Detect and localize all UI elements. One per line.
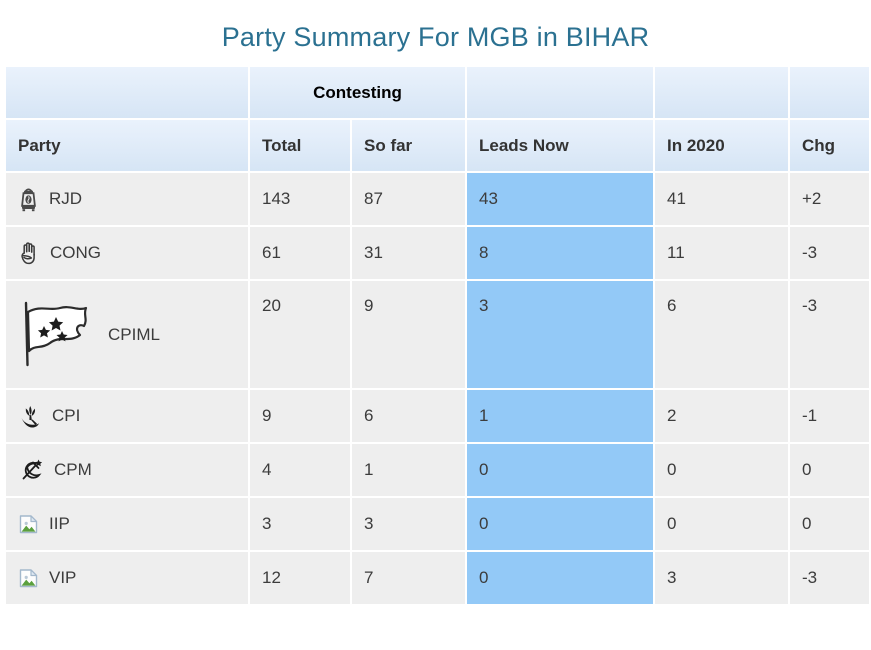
group-header-spacer [467,67,653,118]
party-cell: VIP [6,552,248,604]
party-name: VIP [49,568,77,587]
party-name: IIP [49,514,70,533]
party-name: CPI [52,406,81,425]
group-header-contesting: Contesting [250,67,465,118]
table-row: CPM 4 1 0 0 0 [6,444,869,496]
so-far-cell: 31 [352,227,465,279]
leads-now-cell: 8 [467,227,653,279]
flag-three-stars-icon [18,299,98,371]
so-far-cell: 1 [352,444,465,496]
table-row: RJD 143 87 43 41 +2 [6,173,869,225]
hand-icon [18,241,40,266]
total-cell: 61 [250,227,350,279]
in-2020-cell: 0 [655,498,788,550]
party-cell: IIP [6,498,248,550]
in-2020-cell: 11 [655,227,788,279]
in-2020-cell: 0 [655,444,788,496]
table-row: IIP 3 3 0 0 0 [6,498,869,550]
table-header: Contesting Party Total So far Leads Now … [6,67,869,171]
total-cell: 143 [250,173,350,225]
party-cell: RJD [6,173,248,225]
table-body: RJD 143 87 43 41 +2 CONG 61 31 8 11 -3 C… [6,173,869,604]
table-row: CPI 9 6 1 2 -1 [6,390,869,442]
in-2020-cell: 3 [655,552,788,604]
leads-now-cell: 1 [467,390,653,442]
total-cell: 12 [250,552,350,604]
party-name: RJD [49,189,83,208]
page-title: Party Summary For MGB in BIHAR [221,22,650,52]
so-far-cell: 9 [352,281,465,388]
in-2020-cell: 41 [655,173,788,225]
broken-image-icon [18,514,39,535]
corn-and-sickle-icon [18,404,42,428]
broken-image-icon [18,568,39,589]
party-name: CPM [54,460,92,479]
group-header-row: Contesting [6,67,869,118]
column-header-leads-now: Leads Now [467,120,653,171]
chg-cell: -1 [790,390,869,442]
group-header-spacer [6,67,248,118]
total-cell: 20 [250,281,350,388]
so-far-cell: 87 [352,173,465,225]
total-cell: 4 [250,444,350,496]
table-row: VIP 12 7 0 3 -3 [6,552,869,604]
table-row: CPIML 20 9 3 6 -3 [6,281,869,388]
leads-now-cell: 3 [467,281,653,388]
party-name: CONG [50,243,101,262]
chg-cell: -3 [790,227,869,279]
in-2020-cell: 6 [655,281,788,388]
total-cell: 9 [250,390,350,442]
chg-cell: 0 [790,498,869,550]
leads-now-cell: 0 [467,552,653,604]
chg-cell: -3 [790,281,869,388]
group-header-spacer [655,67,788,118]
hammer-sickle-star-icon [18,458,44,482]
lantern-icon [18,187,39,212]
so-far-cell: 6 [352,390,465,442]
party-cell: CPIML [6,281,248,388]
leads-now-cell: 43 [467,173,653,225]
total-cell: 3 [250,498,350,550]
party-cell: CPM [6,444,248,496]
leads-now-cell: 0 [467,498,653,550]
chg-cell: -3 [790,552,869,604]
leads-now-cell: 0 [467,444,653,496]
column-header-so-far: So far [352,120,465,171]
party-cell: CONG [6,227,248,279]
group-header-spacer [790,67,869,118]
party-cell: CPI [6,390,248,442]
table-row: CONG 61 31 8 11 -3 [6,227,869,279]
column-header-chg: Chg [790,120,869,171]
in-2020-cell: 2 [655,390,788,442]
so-far-cell: 7 [352,552,465,604]
party-name: CPIML [108,324,160,344]
column-header-total: Total [250,120,350,171]
column-header-row: Party Total So far Leads Now In 2020 Chg [6,120,869,171]
chg-cell: +2 [790,173,869,225]
chg-cell: 0 [790,444,869,496]
so-far-cell: 3 [352,498,465,550]
column-header-party: Party [6,120,248,171]
column-header-in-2020: In 2020 [655,120,788,171]
party-summary-table: Contesting Party Total So far Leads Now … [4,65,871,606]
